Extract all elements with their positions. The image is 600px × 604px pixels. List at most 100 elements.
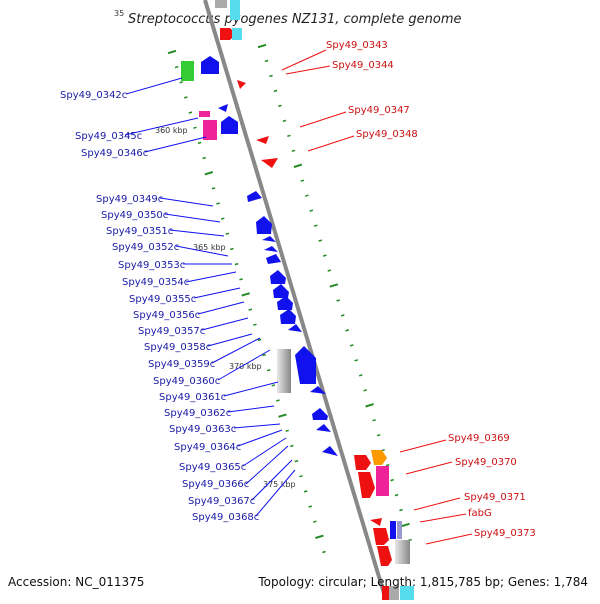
tick-mark: [273, 89, 278, 93]
reverse-cds-arrow: [221, 116, 238, 134]
reverse-cds-arrow: [270, 270, 286, 284]
tick-mark: [271, 384, 276, 387]
gene-label: Spy49_0351c: [106, 226, 173, 237]
leader-line: [223, 381, 279, 397]
tick-mark: [204, 171, 214, 176]
tick-mark: [276, 399, 280, 402]
gene-label: Spy49_0353c: [118, 260, 185, 271]
gene-label: Spy49_0342c: [60, 90, 127, 101]
tick-mark: [220, 217, 225, 220]
tick-mark: [234, 262, 239, 266]
tick-mark: [269, 74, 273, 78]
reverse-cds-arrow: [288, 324, 302, 332]
scale-label: 375 kbp: [263, 480, 296, 489]
gene-label: Spy49_0371: [464, 492, 526, 503]
tick-mark: [385, 463, 390, 467]
scale-label: 360 kbp: [155, 126, 188, 135]
tick-mark: [266, 368, 271, 372]
tick-mark: [257, 338, 262, 342]
tick-mark: [262, 353, 266, 357]
leader-line: [307, 135, 355, 152]
tick-mark: [399, 508, 403, 512]
leader-line: [159, 197, 214, 207]
leader-line: [185, 271, 237, 283]
cyan-feature: [230, 0, 240, 20]
leader-line: [237, 429, 283, 447]
reverse-cds-arrow: [264, 246, 278, 252]
gene-label: fabG: [468, 508, 492, 519]
tick-mark: [327, 269, 332, 272]
right-gene-labels: Spy49_0343 Spy49_0344 Spy49_0347 Spy49_0…: [326, 40, 536, 539]
tick-mark: [300, 179, 305, 182]
tick-mark: [188, 111, 193, 114]
forward-cds-arrow: [358, 472, 375, 498]
forward-cds-arrow: [377, 546, 392, 566]
tick-mark: [365, 403, 374, 408]
gene-label: Spy49_0356c: [133, 310, 200, 321]
gene-label: Spy49_0370: [455, 457, 517, 468]
top-feature-stubs: [215, 0, 242, 40]
forward-cds-arrow: [261, 158, 278, 168]
genome-backbone: [203, 0, 388, 601]
genome-summary-text: Topology: circular; Length: 1,815,785 bp…: [257, 575, 588, 589]
leader-line: [124, 117, 199, 136]
tick-mark: [363, 389, 368, 392]
gene-label: Spy49_0343: [326, 40, 388, 51]
reverse-cds-arrow: [312, 408, 328, 420]
reverse-cds-arrow: [262, 236, 276, 242]
reverse-cds-arrow: [201, 56, 219, 74]
tick-mark: [299, 475, 303, 478]
leader-line: [169, 229, 225, 237]
gene-label: Spy49_0348: [356, 129, 418, 140]
leader-line: [217, 349, 271, 381]
magenta-feature: [203, 120, 217, 140]
tick-mark: [322, 550, 326, 554]
tick-mark: [183, 96, 188, 99]
tick-mark: [313, 224, 318, 227]
gray-feature: [389, 586, 399, 600]
gene-label: Spy49_0363c: [169, 424, 236, 435]
cyan-feature: [232, 28, 242, 40]
reverse-cds-block: [390, 521, 396, 539]
leader-line: [201, 317, 249, 331]
reverse-cds-arrow: [256, 216, 272, 234]
tick-mark: [376, 433, 381, 437]
green-feature: [181, 61, 194, 81]
leader-line: [281, 49, 327, 71]
tick-mark: [289, 444, 294, 448]
gene-label: Spy49_0350c: [101, 210, 168, 221]
tick-mark: [278, 104, 282, 108]
pale-blue-feature: [397, 521, 402, 539]
leader-line: [255, 469, 296, 517]
leader-line: [144, 136, 207, 153]
tick-mark: [216, 202, 220, 205]
tick-mark: [293, 163, 303, 168]
orange-feature: [371, 450, 387, 465]
forward-cds-arrow: [370, 518, 382, 526]
tick-mark: [315, 534, 324, 539]
leader-line: [125, 77, 183, 95]
tick-mark: [340, 314, 345, 317]
tick-mark: [211, 187, 216, 190]
tick-mark: [179, 81, 184, 84]
gene-label: Spy49_0358c: [144, 342, 211, 353]
tick-mark: [202, 156, 207, 160]
label-leaders: [124, 49, 473, 545]
gray-feature: [215, 0, 227, 8]
tick-mark: [282, 119, 287, 123]
leader-line: [413, 497, 461, 511]
forward-cds-arrow: [256, 136, 269, 144]
tick-mark: [318, 239, 323, 242]
leader-line: [405, 461, 453, 475]
forward-cds-arrow: [237, 80, 246, 89]
leader-line: [399, 439, 447, 453]
gene-label: Spy49_0359c: [148, 359, 215, 370]
tick-mark: [230, 247, 234, 251]
tick-mark: [354, 359, 359, 362]
leader-line: [193, 287, 241, 299]
gray-feature: [277, 349, 291, 393]
leader-line: [245, 445, 289, 485]
gene-label: Spy49_0344: [332, 60, 394, 71]
tick-mark: [174, 65, 179, 69]
